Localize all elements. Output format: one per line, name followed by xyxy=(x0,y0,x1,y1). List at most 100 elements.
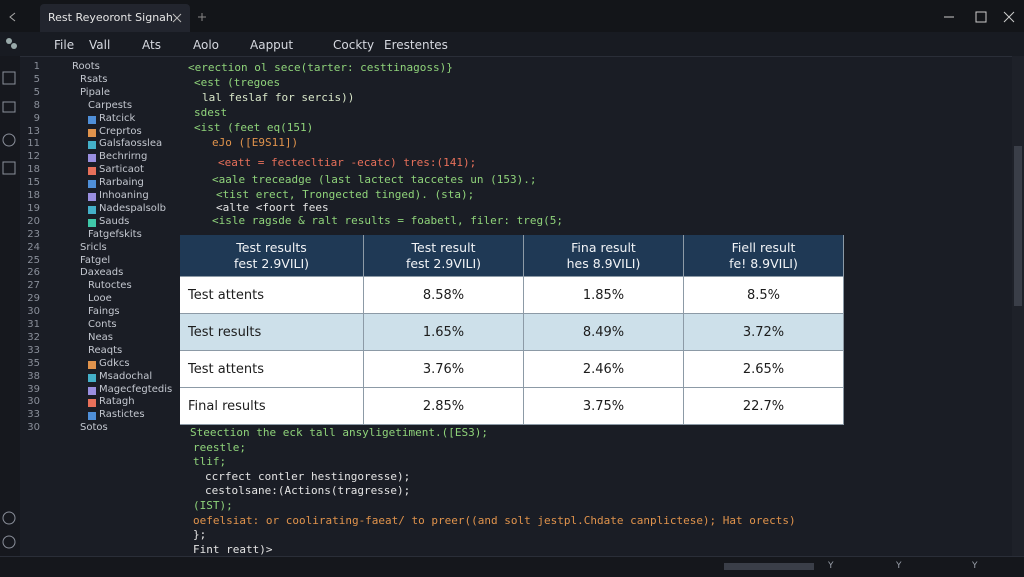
menu-item[interactable]: Cockty xyxy=(333,38,375,52)
header-text: hes 8.9VILI) xyxy=(566,255,641,271)
table-cell: Test attents xyxy=(180,277,364,314)
status-item[interactable]: Y xyxy=(828,561,834,571)
back-icon[interactable] xyxy=(6,11,18,23)
tree-item[interactable]: Inhoaning xyxy=(99,190,149,201)
tab-close[interactable] xyxy=(172,13,182,23)
code-line: ccrfect contler hestingoresse); xyxy=(205,469,411,483)
tree-item[interactable]: Rastictes xyxy=(99,409,145,421)
tree-item[interactable]: Gdkcs xyxy=(99,357,130,369)
menu-item[interactable]: Erestentes xyxy=(384,38,448,52)
tree-item[interactable]: Rsats xyxy=(80,73,108,85)
file-icon xyxy=(88,180,96,189)
line-number: 1 xyxy=(33,61,40,72)
results-table: Test results fest 2.9VILI) Test result fest… xyxy=(180,235,844,425)
code-line: (IST); xyxy=(193,499,233,512)
line-number: 35 xyxy=(27,357,40,369)
line-number: 5 xyxy=(33,73,40,85)
tree-item[interactable]: Sotos xyxy=(80,422,108,434)
window-controls[interactable] xyxy=(940,10,1016,24)
menu-item[interactable]: Aapput xyxy=(250,38,294,52)
code-line: sdest xyxy=(194,106,228,119)
tree-item[interactable]: Fatgefskits xyxy=(88,228,142,240)
tree-item[interactable]: Neas xyxy=(88,331,113,343)
status-item[interactable]: Y xyxy=(896,561,902,571)
code-line: <aale treceadge (last lactect taccetes u… xyxy=(212,173,537,186)
code-line: lal feslaf for sercis)) xyxy=(202,91,355,104)
menu-item[interactable]: Aolo xyxy=(193,38,220,52)
tree-item[interactable]: Daxeads xyxy=(80,267,124,279)
tree-item[interactable]: Fatgel xyxy=(80,254,111,266)
line-number: 39 xyxy=(27,383,40,395)
table-cell: 2.46% xyxy=(524,351,684,388)
line-number: 19 xyxy=(27,202,40,214)
tree-item[interactable]: Rutoctes xyxy=(88,280,132,292)
tree-item[interactable]: Pipale xyxy=(80,86,110,98)
tree-item[interactable]: Rarbaing xyxy=(99,177,144,189)
tree-item[interactable]: Galsfaosslea xyxy=(99,138,163,150)
code-line: <erection ol sece(tarter: cesttinagoss)} xyxy=(188,61,453,74)
line-number: 18 xyxy=(27,190,40,201)
menu-item[interactable]: File xyxy=(54,38,75,52)
file-icon xyxy=(88,167,96,176)
activity-icons xyxy=(2,71,16,549)
table-cell: 1.85% xyxy=(524,277,684,314)
menu-bar xyxy=(0,32,1024,57)
table-cell: 3.75% xyxy=(524,388,684,425)
code-line: eJo ([E9S11]) xyxy=(212,136,299,149)
table-cell: 2.85% xyxy=(364,388,524,425)
table-cell: 22.7% xyxy=(684,388,844,425)
code-line: }; xyxy=(193,528,207,542)
tree-item[interactable]: Bechrirng xyxy=(99,151,148,163)
line-number: 13 xyxy=(27,125,40,137)
line-number: 23 xyxy=(27,228,40,240)
table-cell: 8.58% xyxy=(364,277,524,314)
tree-item[interactable]: Sarticaot xyxy=(99,164,144,176)
line-number: 11 xyxy=(27,138,40,150)
code-line: <est (tregoes xyxy=(194,76,281,89)
tree-item[interactable]: Magecfegtedis xyxy=(99,383,173,395)
tree-item[interactable]: Ratcick xyxy=(99,112,136,124)
line-number: 5 xyxy=(33,86,40,98)
scrollbar[interactable] xyxy=(1012,56,1024,556)
code-line: reestle; xyxy=(193,440,246,454)
line-number: 30 xyxy=(27,396,40,408)
code-line: <eatt = fectecltiar -ecatc) tres:(141); xyxy=(218,156,477,169)
file-icon xyxy=(88,205,96,214)
file-icon xyxy=(88,373,96,382)
tree-item[interactable]: Roots xyxy=(72,61,100,72)
line-number: 24 xyxy=(27,241,40,253)
table-cell: 8.49% xyxy=(524,314,684,351)
line-number: 31 xyxy=(27,319,40,330)
tab-title: Rest Reyeoront Signah xyxy=(48,11,173,24)
code-line: Steection the eck tall ansyligetiment.([… xyxy=(190,426,489,439)
tree-item[interactable]: Faings xyxy=(88,306,120,318)
tree-item[interactable]: Carpests xyxy=(88,99,133,111)
line-number: 12 xyxy=(27,151,40,163)
status-item[interactable]: Y xyxy=(972,561,978,571)
line-number: 38 xyxy=(27,370,40,382)
line-number: 26 xyxy=(27,267,40,279)
tree-item[interactable]: Creprtos xyxy=(99,125,142,137)
tree-item[interactable]: Ratagh xyxy=(99,396,135,408)
tree-item[interactable]: Msadochal xyxy=(99,370,153,382)
tree-item[interactable]: Sauds xyxy=(99,215,130,227)
line-number: 18 xyxy=(27,164,40,176)
header-text: fest 2.9VILI) xyxy=(233,255,310,271)
tree-item[interactable]: Sricls xyxy=(80,241,107,253)
tree-item[interactable]: Nadespalsolb xyxy=(99,202,167,214)
code-line: tlif; xyxy=(193,455,227,469)
header-cell: Fina result hes 8.9VILI) xyxy=(524,235,684,277)
line-number: 29 xyxy=(27,293,40,305)
menu-item[interactable]: Ats xyxy=(142,38,161,52)
new-tab-icon[interactable] xyxy=(196,11,208,23)
header-text: fe! 8.9VILI) xyxy=(729,255,798,271)
line-number: 9 xyxy=(33,112,40,124)
tree-item[interactable]: Conts xyxy=(88,319,117,330)
code-line: <tist erect, Trongected tinged). (sta); xyxy=(216,188,475,201)
table-cell: Test attents xyxy=(180,351,364,388)
menu-item[interactable]: Vall xyxy=(89,38,111,52)
tree-item[interactable]: Looe xyxy=(88,293,112,305)
tree-item[interactable]: Reaqts xyxy=(88,344,123,356)
table-cell: 3.72% xyxy=(684,314,844,351)
tab[interactable]: Rest Reyeoront Signah xyxy=(40,4,190,32)
